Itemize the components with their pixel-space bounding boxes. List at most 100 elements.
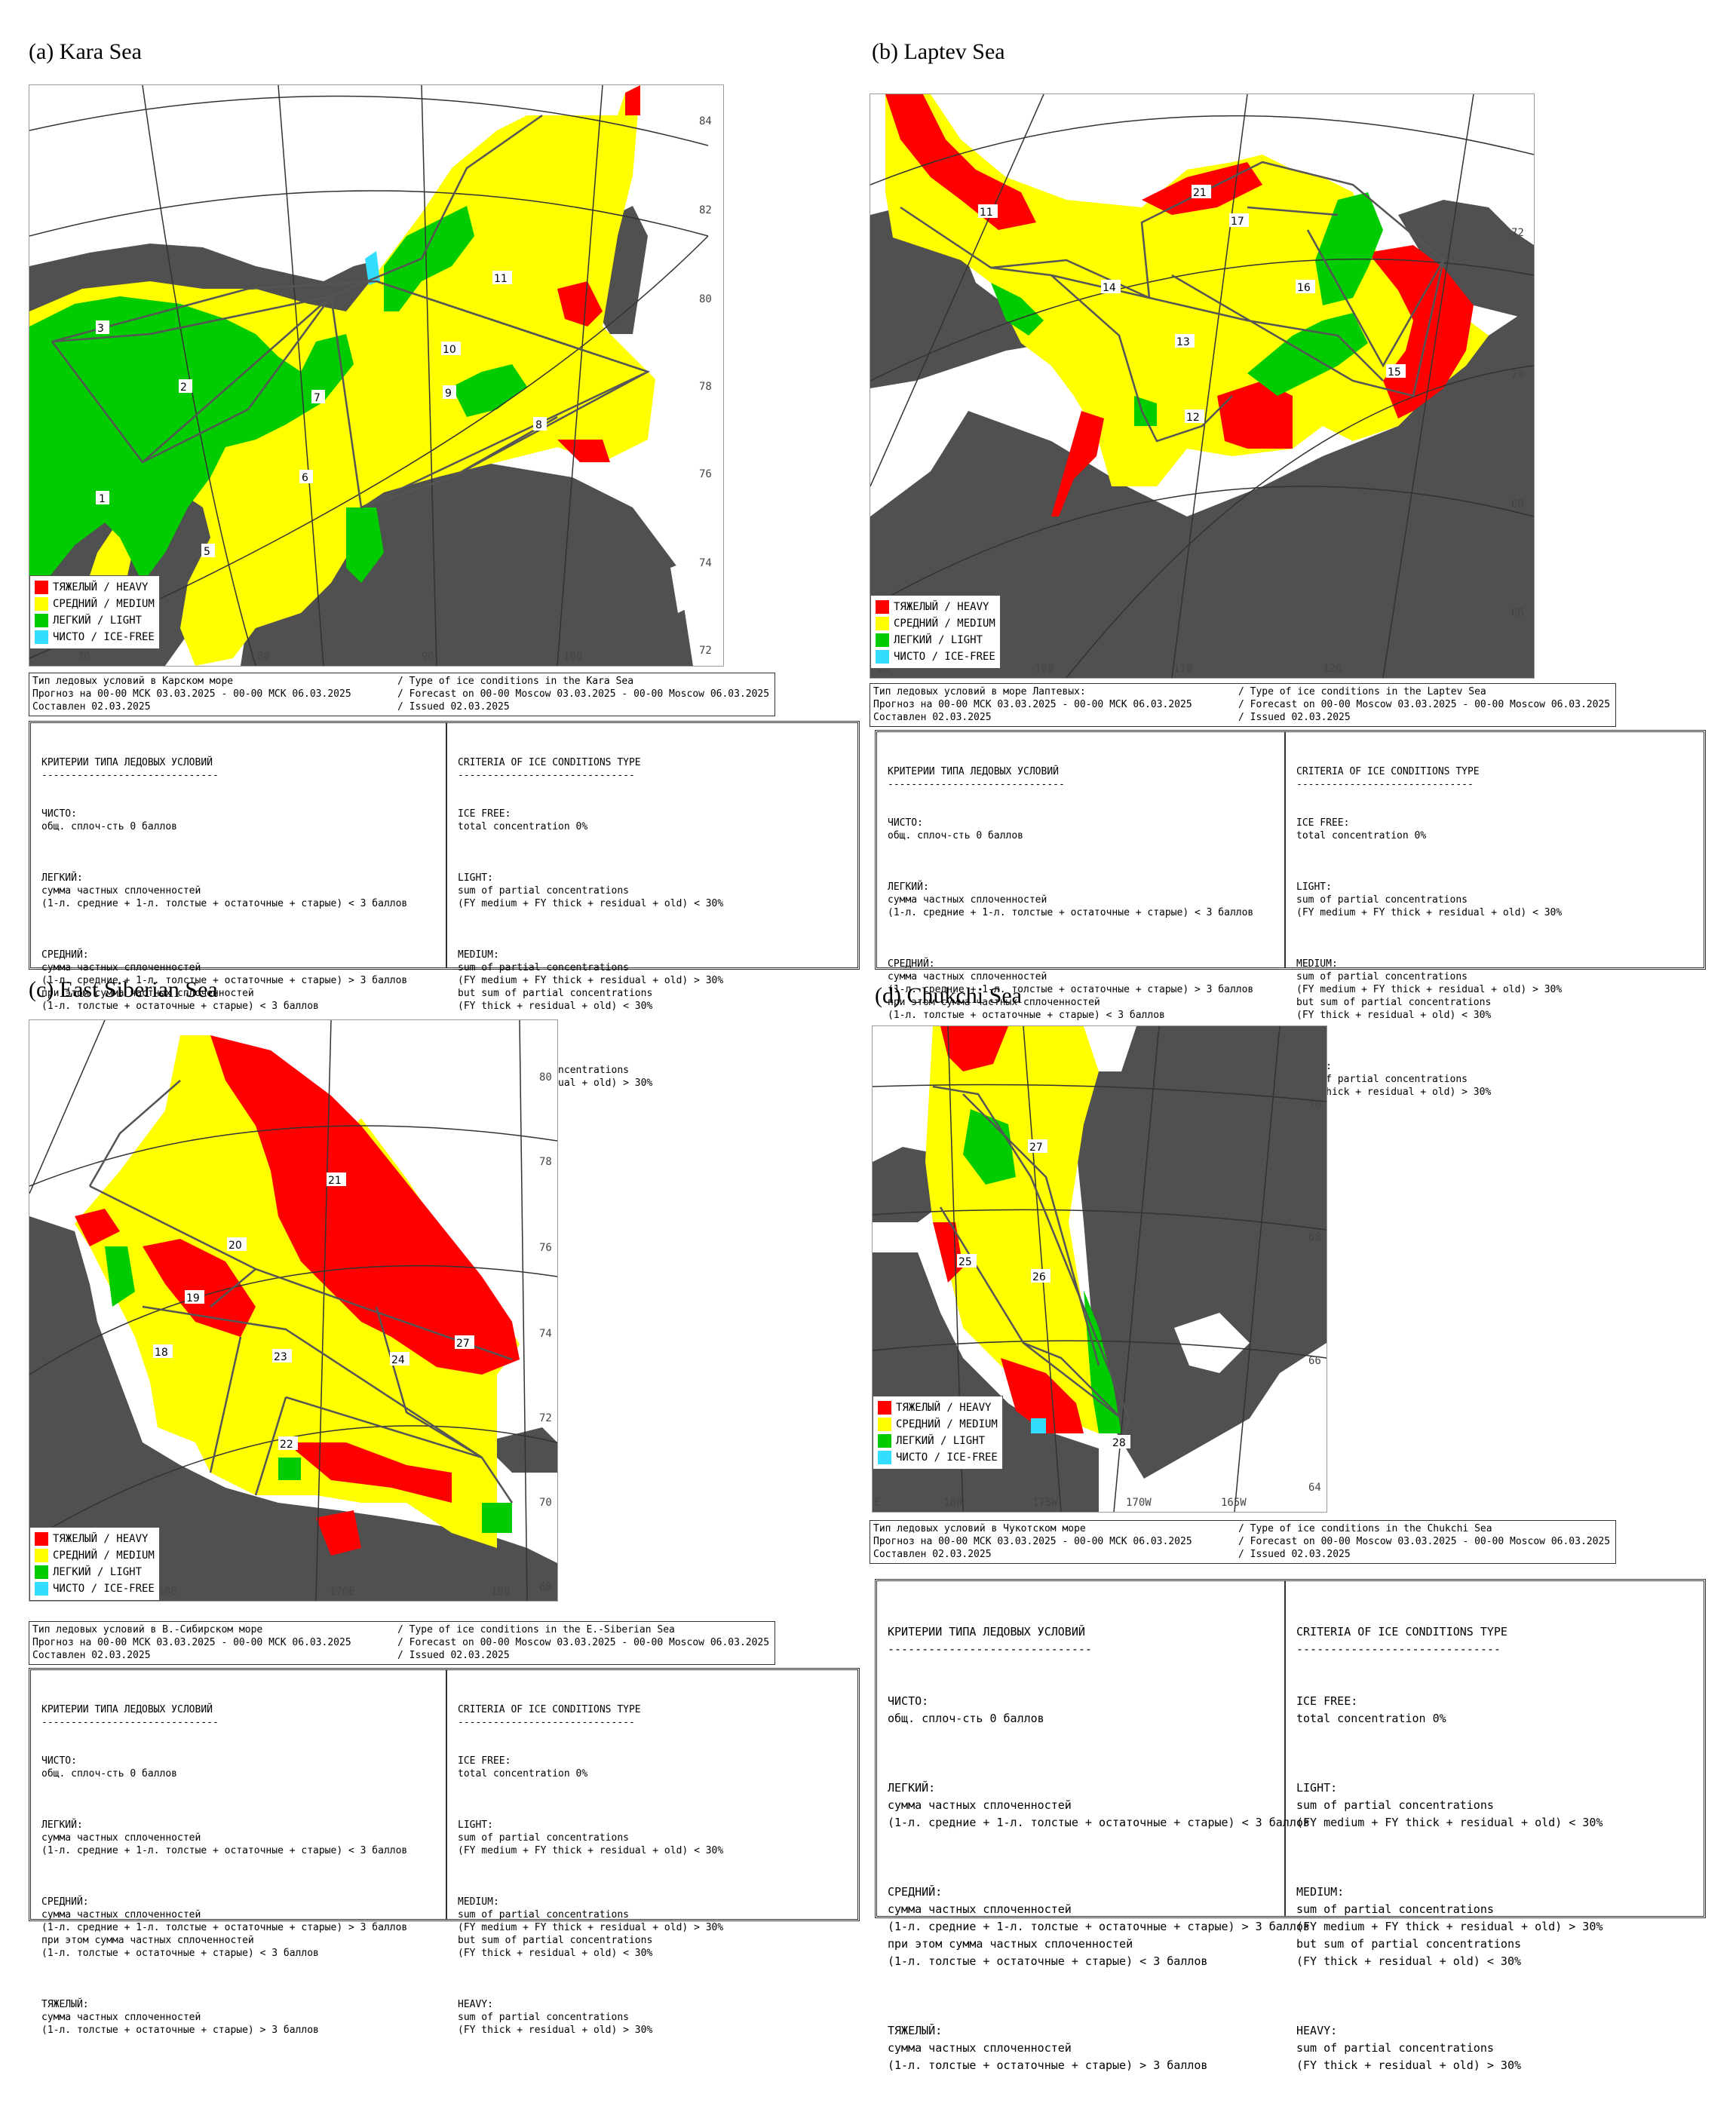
- region-label: 20: [229, 1240, 242, 1252]
- lat-tick: 70: [1308, 1100, 1321, 1112]
- lat-tick: 82: [699, 204, 712, 216]
- criteria-table: КРИТЕРИИ ТИПА ЛЕДОВЫХ УСЛОВИЙ -----------…: [29, 721, 860, 1089]
- criteria-table: КРИТЕРИИ ТИПА ЛЕДОВЫХ УСЛОВИЙ -----------…: [875, 1579, 1706, 2072]
- legend-medium: СРЕДНИЙ / MEDIUM: [878, 1416, 998, 1433]
- lon-tick: 180: [943, 1497, 963, 1509]
- east-siberian-sea-map: 18 19 20 21 22 23 24 27 80 78 76 74 72 7…: [29, 1019, 558, 1602]
- lon-tick: 80: [257, 651, 270, 663]
- lat-tick: 68: [539, 1581, 552, 1593]
- lon-tick: E: [874, 1497, 881, 1509]
- legend-light: ЛЕГКИЙ / LIGHT: [876, 632, 995, 648]
- criteria-table: КРИТЕРИИ ТИПА ЛЕДОВЫХ УСЛОВИЙ -----------…: [875, 730, 1706, 1098]
- lat-tick: 78: [699, 381, 712, 393]
- lat-tick: 84: [699, 115, 712, 127]
- region-label: 14: [1103, 282, 1116, 294]
- legend-heavy: ТЯЖЕЛЫЙ / HEAVY: [876, 599, 995, 615]
- legend-medium: СРЕДНИЙ / MEDIUM: [35, 1547, 155, 1564]
- forecast-info: Тип ледовых условий в Чукотском море Прог…: [870, 1520, 1616, 1564]
- region-label: 3: [97, 323, 104, 335]
- legend-light: ЛЕГКИЙ / LIGHT: [878, 1433, 998, 1449]
- region-label: 19: [186, 1292, 200, 1304]
- legend-icefree: ЧИСТО / ICE-FREE: [878, 1449, 998, 1466]
- map-legend: ТЯЖЕЛЫЙ / HEAVY СРЕДНИЙ / MEDIUM ЛЕГКИЙ …: [873, 1396, 1003, 1470]
- region-label: 27: [1029, 1142, 1043, 1154]
- region-label: 5: [204, 546, 210, 558]
- region-label: 11: [494, 273, 508, 285]
- legend-heavy: ТЯЖЕЛЫЙ / HEAVY: [35, 1531, 155, 1547]
- lat-tick: 80: [699, 293, 712, 305]
- lon-tick: 90: [422, 651, 434, 663]
- lat-tick: 74: [539, 1328, 552, 1340]
- region-label: 23: [274, 1351, 287, 1363]
- region-label: 2: [180, 382, 187, 394]
- region-label: 26: [1032, 1271, 1046, 1283]
- lon-tick: 180: [491, 1586, 511, 1598]
- lat-tick: 76: [699, 468, 712, 480]
- kara-sea-map: 3 2 1 5 6 7 8 9 10 11 84 82 80 78 76 74 …: [29, 84, 724, 667]
- region-label: 16: [1297, 282, 1311, 294]
- region-label: 11: [980, 207, 993, 219]
- region-label: 6: [302, 472, 308, 484]
- lon-tick: 170E: [330, 1586, 355, 1598]
- region-label: 22: [280, 1439, 293, 1451]
- region-label: 21: [328, 1175, 342, 1187]
- map-legend: ТЯЖЕЛЫЙ / HEAVY СРЕДНИЙ / MEDIUM ЛЕГКИЙ …: [870, 595, 1001, 669]
- forecast-info: Тип ледовых условий в В.-Сибирском море П…: [29, 1621, 775, 1665]
- laptev-sea-map: 11 12 13 14 15 16 17 21 72 70 68 66 90 1…: [870, 93, 1535, 679]
- legend-light: ЛЕГКИЙ / LIGHT: [35, 1564, 155, 1580]
- region-label: 12: [1186, 412, 1200, 424]
- legend-icefree: ЧИСТО / ICE-FREE: [35, 629, 155, 645]
- lon-tick: 165W: [1221, 1497, 1247, 1509]
- lon-tick: 175W: [1032, 1497, 1058, 1509]
- region-label: 9: [445, 388, 452, 400]
- map-legend: ТЯЖЕЛЫЙ / HEAVY СРЕДНИЙ / MEDIUM ЛЕГКИЙ …: [29, 575, 160, 649]
- lon-tick: 110: [1173, 663, 1193, 675]
- region-label: 24: [391, 1354, 405, 1366]
- legend-medium: СРЕДНИЙ / MEDIUM: [876, 615, 995, 632]
- region-label: 25: [958, 1256, 972, 1268]
- legend-icefree: ЧИСТО / ICE-FREE: [876, 648, 995, 665]
- region-label: 13: [1176, 336, 1190, 348]
- region-label: 27: [456, 1338, 470, 1350]
- lat-tick: 74: [699, 557, 712, 569]
- panel-d-title: (d) Chukchi Sea: [875, 983, 1022, 1008]
- chukchi-sea-map: 25 26 27 28 70 68 66 64 E 180 175W 170W …: [872, 1025, 1327, 1513]
- lon-tick: 70: [78, 651, 90, 663]
- legend-medium: СРЕДНИЙ / MEDIUM: [35, 596, 155, 612]
- region-label: 7: [314, 392, 321, 404]
- panel-b-title: (b) Laptev Sea: [872, 39, 1005, 64]
- legend-light: ЛЕГКИЙ / LIGHT: [35, 612, 155, 629]
- lat-tick: 72: [1511, 227, 1524, 239]
- region-label: 10: [443, 344, 456, 356]
- region-label: 15: [1388, 366, 1401, 379]
- lat-tick: 70: [1511, 369, 1524, 381]
- lat-tick: 68: [1511, 498, 1524, 510]
- lat-tick: 70: [539, 1497, 552, 1509]
- legend-heavy: ТЯЖЕЛЫЙ / HEAVY: [878, 1399, 998, 1416]
- lon-tick: 100: [1035, 663, 1054, 675]
- lat-tick: 66: [1511, 607, 1524, 619]
- legend-heavy: ТЯЖЕЛЫЙ / HEAVY: [35, 579, 155, 596]
- panel-c-title: (c) East Siberian Sea: [29, 977, 218, 1002]
- region-label: 1: [99, 493, 106, 505]
- lat-tick: 68: [1308, 1231, 1321, 1243]
- lat-tick: 66: [1308, 1355, 1321, 1367]
- region-label: 18: [155, 1347, 168, 1359]
- panel-a-title: (a) Kara Sea: [29, 39, 142, 64]
- map-legend: ТЯЖЕЛЫЙ / HEAVY СРЕДНИЙ / MEDIUM ЛЕГКИЙ …: [29, 1527, 160, 1601]
- forecast-info: Тип ледовых условий в Карском море Прогно…: [29, 673, 775, 716]
- lat-tick: 80: [539, 1071, 552, 1084]
- lat-tick: 64: [1308, 1482, 1321, 1494]
- forecast-info: Тип ледовых условий в море Лаптевых: Прог…: [870, 683, 1616, 727]
- lon-tick: 120: [1323, 663, 1342, 675]
- region-label: 17: [1231, 216, 1244, 228]
- lat-tick: 72: [699, 645, 712, 657]
- lat-tick: 76: [539, 1242, 552, 1254]
- lon-tick: 100: [563, 651, 583, 663]
- region-label: 21: [1193, 187, 1207, 199]
- lat-tick: 72: [539, 1412, 552, 1424]
- region-label: 28: [1112, 1437, 1126, 1449]
- lon-tick: 170W: [1126, 1497, 1152, 1509]
- legend-icefree: ЧИСТО / ICE-FREE: [35, 1580, 155, 1597]
- region-label: 8: [535, 419, 542, 431]
